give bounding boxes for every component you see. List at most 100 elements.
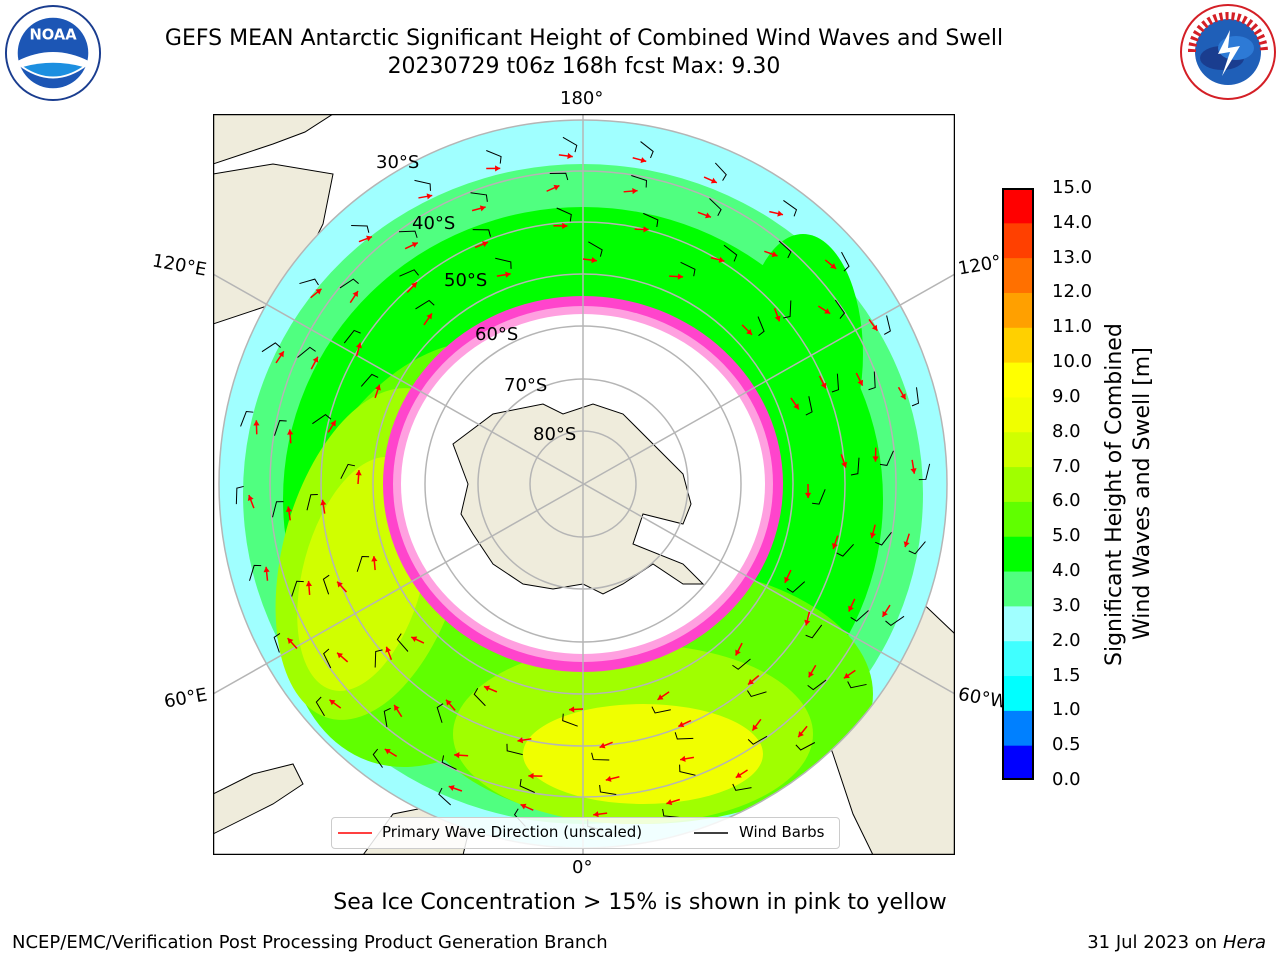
wave-arrow-head [278,351,284,358]
wave-arrow-head [746,328,753,335]
wave-arrow-head [553,184,560,191]
wave-arrow-head [446,699,452,706]
noaa-logo: NOAA [4,4,102,102]
wind-barb [415,299,435,310]
wave-arrow-head [798,731,804,738]
colorbar-tick-label: 11.0 [1052,316,1093,338]
colorbar-tick-label: 15.0 [1052,177,1093,198]
wind-barb [805,396,813,416]
wind-barb [805,624,823,639]
wave-arrow-head [677,273,684,280]
wave-arrow-head [374,384,381,391]
colorbar-segment [1002,222,1034,259]
colorbar-tick-label: 13.0 [1052,246,1093,268]
wave-arrow-head [411,636,418,643]
wave-arrow-head [384,749,391,755]
colorbar-tick-label: 12.0 [1052,281,1093,303]
wind-barb [441,755,457,770]
wave-arrow-head [247,495,254,501]
legend-wave-label: Primary Wave Direction (unscaled) [382,823,643,841]
wave-arrow-head [495,165,501,172]
land-madagascar [213,763,304,835]
wave-arrows [247,152,917,818]
wave-arrow-head [843,672,850,679]
colorbar-tick-label: 9.0 [1052,385,1081,407]
colorbar-segment [1002,188,1034,224]
wave-arrow-head [320,499,327,506]
wind-barb [812,489,826,505]
wind-barb [786,581,806,593]
wind-barb [486,150,502,164]
wind-barb [879,450,894,466]
colorbar-segment [1002,536,1034,572]
chart-subtitle: 20230729 t06z 168h fcst Max: 9.30 [387,54,781,79]
wave-arrow-head [599,742,606,749]
wind-barb [322,574,330,595]
wave-arrow-head [804,492,812,498]
wind-barb [588,241,603,257]
wind-barb [562,713,578,727]
wave-arrow-head [337,652,343,659]
lon-label-upper-left: 120°E [150,250,209,281]
wave-arrow-head [848,605,854,612]
colorbar-tick-label: 8.0 [1052,420,1081,442]
wave-arrow-head [640,157,647,164]
wind-barb [875,531,892,546]
wave-arrow-head [287,638,294,645]
footer-host: Hera [1222,932,1266,953]
wave-arrow-head [771,251,778,258]
wind-barb [599,784,617,795]
colorbar-segment [1002,745,1034,780]
map-legend: Primary Wave Direction (unscaled) Wind B… [331,817,840,849]
svg-text:NOAA: NOAA [29,26,77,43]
wind-barb [436,703,444,723]
wind-barb [795,742,816,751]
wave-arrow-head [793,403,799,410]
wave-arrow-head [820,382,827,389]
colorbar-title-line2: Wind Waves and Swell [m] [1130,347,1155,640]
wind-barb [783,200,798,217]
wave-arrow-head [426,313,432,320]
wind-barb [356,556,370,572]
wave-arrow-head [735,649,741,656]
wind-barb [911,387,920,407]
colorbar-segment [1002,605,1034,642]
wind-barb [747,735,768,745]
wave-arrow-head [632,187,638,195]
wind-barb [374,649,383,668]
colorbar-tick-label: 0.5 [1052,734,1081,756]
wind-barb [299,278,319,286]
wave-arrow-head [366,235,372,242]
wind-barb [850,457,860,476]
wave-arrow-head [520,803,527,810]
wind-barb [372,748,383,768]
nws-logo [1180,4,1276,100]
colorbar-tick-label: 3.0 [1052,594,1081,616]
lon-label-upper-right: 120° [956,251,1003,280]
wave-arrow-head [748,678,754,685]
footer-date-text: 31 Jul 2023 on [1087,932,1223,953]
colorbar-segment [1002,710,1034,746]
colorbar-segment [1002,640,1034,677]
wind-barb [306,494,318,511]
colorbar-segment [1002,327,1034,363]
wave-arrow-head [352,291,358,298]
wave-arrow-head [411,282,417,289]
wind-barb [679,764,696,776]
wind-barb [343,329,361,344]
colorbar-tick-label: 6.0 [1052,490,1081,512]
wind-barb [674,732,694,740]
wind-barb [340,463,356,479]
map-frame [213,114,955,855]
wind-barb [291,580,304,597]
lon-label-lower-left: 60°E [162,684,209,713]
wind-barb [506,743,523,756]
wind-barb [747,690,767,698]
wind-barb [714,162,727,181]
wave-arrow-head [371,556,378,562]
wave-arrow-head [454,752,460,759]
wind-barb [651,706,671,714]
footer-credit: NCEP/EMC/Verification Post Processing Pr… [12,932,608,953]
wind-barb [783,300,792,319]
wind-barb [399,269,419,277]
